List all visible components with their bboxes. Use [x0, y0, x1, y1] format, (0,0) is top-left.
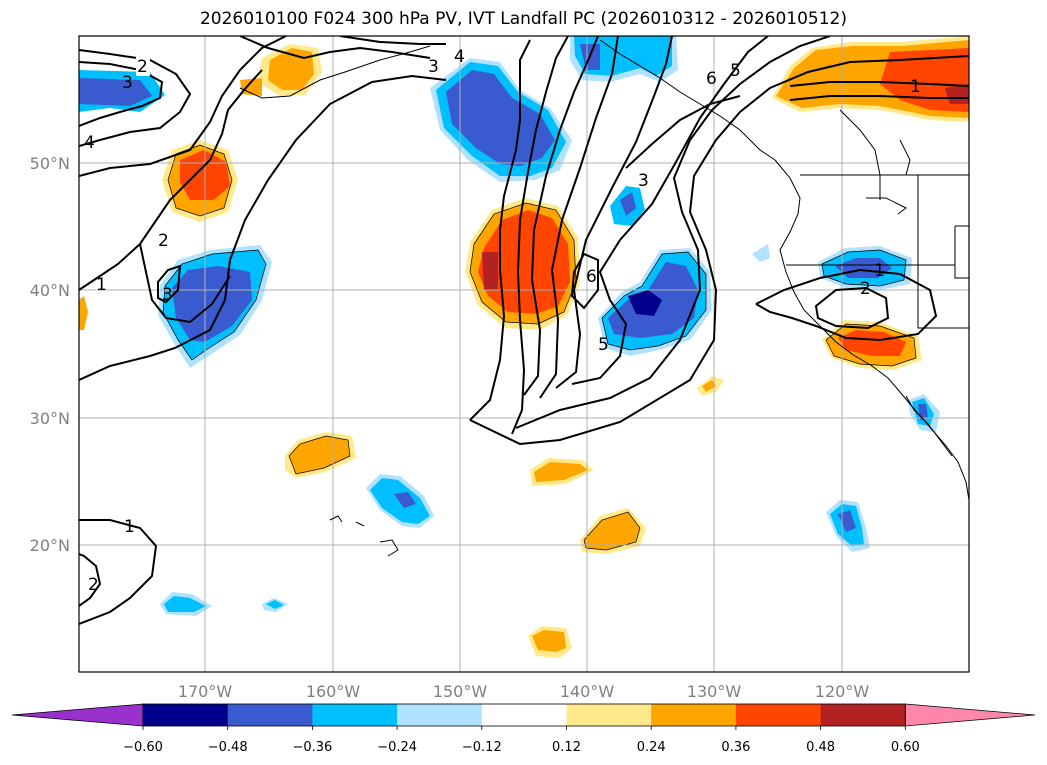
contour-label-1-ne: 1 — [910, 77, 921, 97]
graticule — [79, 36, 969, 672]
latitude-labels: 50°N 40°N 30°N 20°N — [30, 154, 70, 555]
pv-contours — [79, 36, 969, 625]
contour-label-2-w: 2 — [158, 231, 169, 251]
colorbar: −0.60 −0.48 −0.36 −0.24 −0.12 0.12 0.24 0.36 0.4… — [11, 703, 1036, 755]
colorbar-segment — [481, 704, 567, 726]
contour-label-6-ne: 6 — [706, 69, 717, 89]
colorbar-segment — [397, 704, 483, 726]
colorbar-label: −0.36 — [292, 740, 332, 755]
lon-label-150w: 150°W — [433, 682, 488, 701]
lon-label-120w: 120°W — [815, 682, 870, 701]
contour-label-2-nw: 2 — [137, 57, 148, 77]
map-frame — [78, 35, 970, 673]
contour-label-3-ne: 3 — [638, 171, 649, 191]
lat-label-30n: 30°N — [30, 409, 70, 428]
lon-label-140w: 140°W — [560, 682, 615, 701]
contour-label-4-nw: 4 — [84, 133, 95, 153]
contour-label-2-e: 2 — [860, 279, 871, 299]
contour-label-1-sw: 1 — [124, 517, 135, 537]
contour-label-5-ne: 5 — [730, 61, 741, 81]
longitude-labels: 170°W 160°W 150°W 140°W 130°W 120°W — [178, 682, 870, 701]
contour-label-6-center: 6 — [586, 267, 597, 287]
lat-label-50n: 50°N — [30, 154, 70, 173]
contour-label-3-nw: 3 — [122, 73, 133, 93]
colorbar-label: 0.60 — [891, 740, 920, 755]
colorbar-label: 0.48 — [806, 740, 835, 755]
lon-label-160w: 160°W — [306, 682, 361, 701]
contour-label-4-n: 4 — [454, 47, 465, 67]
contour-label-1-e: 1 — [874, 261, 885, 281]
colorbar-segment — [143, 704, 229, 726]
contour-labels: 2 3 4 3 4 2 1 3 6 5 3 6 5 1 1 2 1 2 — [84, 47, 921, 595]
colorbar-label: 0.12 — [552, 740, 581, 755]
colorbar-segment — [566, 704, 652, 726]
colorbar-extend-max — [904, 703, 1036, 727]
contour-label-5-center: 5 — [598, 335, 609, 355]
colorbar-label: −0.24 — [377, 740, 417, 755]
contour-label-3-w: 3 — [162, 285, 173, 305]
colorbar-label: −0.60 — [123, 740, 163, 755]
colorbar-segment — [312, 704, 398, 726]
colorbar-frame — [142, 703, 906, 727]
colorbar-label: −0.48 — [208, 740, 248, 755]
lon-label-170w: 170°W — [178, 682, 233, 701]
contour-label-1-w: 1 — [96, 275, 107, 295]
colorbar-label: −0.12 — [462, 740, 502, 755]
lat-label-20n: 20°N — [30, 536, 70, 555]
colorbar-segment — [651, 704, 737, 726]
colorbar-label: 0.36 — [721, 740, 750, 755]
colorbar-segment — [820, 704, 906, 726]
lat-label-40n: 40°N — [30, 281, 70, 300]
contour-label-3-n: 3 — [428, 57, 439, 77]
contour-label-2-sw: 2 — [88, 575, 99, 595]
colorbar-segment — [735, 704, 822, 726]
pv-anomaly-shading — [79, 36, 969, 658]
lon-label-130w: 130°W — [687, 682, 742, 701]
colorbar-label: 0.24 — [637, 740, 666, 755]
colorbar-segment — [227, 704, 313, 726]
map-title: 2026010100 F024 300 hPa PV, IVT Landfall… — [199, 9, 847, 29]
anomaly-outlines — [162, 144, 917, 551]
colorbar-extend-min — [11, 703, 144, 727]
